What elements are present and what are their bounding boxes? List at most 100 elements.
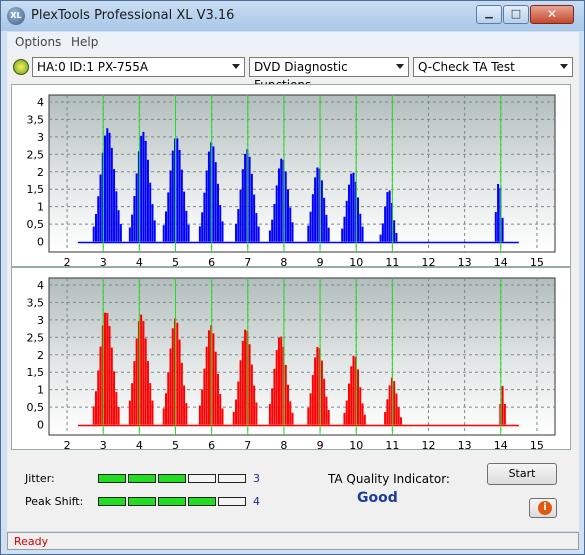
histogram-bar xyxy=(248,156,251,242)
y-tick-label: 3 xyxy=(37,314,44,327)
histogram-bar xyxy=(221,408,224,425)
menu-bar: Options Help xyxy=(7,32,579,53)
histogram-bar xyxy=(384,411,387,425)
histogram-bar xyxy=(169,348,172,425)
histogram-bar xyxy=(501,386,504,425)
histogram-bar xyxy=(388,190,391,242)
histogram-bar xyxy=(316,167,319,242)
histogram-bar xyxy=(153,220,156,242)
histogram-bar xyxy=(169,170,172,242)
x-tick-label: 13 xyxy=(458,256,472,266)
histogram-bar xyxy=(357,197,360,242)
histogram-bar xyxy=(135,173,138,242)
histogram-bar xyxy=(311,374,314,425)
histogram-bar xyxy=(185,210,188,242)
client-area: HA:0 ID:1 PX-755A DVD Diagnostic Functio… xyxy=(7,53,579,531)
histogram-bar xyxy=(104,312,107,425)
histogram-bar xyxy=(361,226,364,242)
histogram-bar xyxy=(320,360,323,425)
info-button[interactable]: i xyxy=(529,498,557,518)
status-bar: Ready xyxy=(7,532,579,550)
histogram-bar xyxy=(250,173,253,242)
histogram-bar xyxy=(214,162,217,242)
histogram-bar xyxy=(241,340,244,425)
histogram-bar xyxy=(97,370,100,425)
disc-icon xyxy=(13,59,29,75)
histogram-bar xyxy=(104,135,107,242)
plot-area xyxy=(48,277,556,436)
histogram-bar xyxy=(180,362,183,425)
histogram-bar xyxy=(232,411,235,425)
x-tick-label: 3 xyxy=(100,256,107,266)
y-tick-label: 2 xyxy=(37,166,44,179)
histogram-bar xyxy=(94,391,97,425)
x-tick-label: 12 xyxy=(422,439,436,449)
close-button[interactable]: ✕ xyxy=(530,5,574,24)
land-chart-panel: 0 0,5 1 1,5 2 2,5 3 3,5 4 2 3 4 5 6 7 8 9 10 11 12 13 14 15 xyxy=(11,84,571,267)
function-select[interactable]: DVD Diagnostic Functions xyxy=(249,57,409,92)
histogram-bar xyxy=(379,234,382,242)
histogram-bar xyxy=(501,217,504,242)
x-tick-label: 8 xyxy=(280,439,287,449)
histogram-bar xyxy=(244,329,247,425)
y-tick-label: 3,5 xyxy=(27,113,45,126)
histogram-bar xyxy=(239,189,242,242)
y-tick-label: 0,5 xyxy=(27,401,45,414)
histogram-bar xyxy=(277,168,280,242)
histogram-bar xyxy=(203,368,206,425)
histogram-bar xyxy=(128,400,131,425)
x-tick-label: 3 xyxy=(100,439,107,449)
histogram-bar xyxy=(140,135,143,242)
test-select[interactable]: Q-Check TA Test xyxy=(413,57,573,77)
drive-select[interactable]: HA:0 ID:1 PX-755A xyxy=(32,57,245,77)
meter-segment xyxy=(128,474,156,483)
histogram-bar xyxy=(494,211,497,242)
x-tick-label: 6 xyxy=(208,256,215,266)
x-tick-label: 14 xyxy=(494,439,508,449)
histogram-bar xyxy=(289,401,292,425)
histogram-bar xyxy=(133,196,136,242)
maximize-button[interactable]: □ xyxy=(503,5,529,24)
histogram-bar xyxy=(142,321,145,425)
menu-options[interactable]: Options xyxy=(15,35,62,49)
histogram-bar xyxy=(115,191,118,242)
histogram-bar xyxy=(325,396,328,425)
histogram-bar xyxy=(253,194,256,242)
histogram-bar xyxy=(216,183,219,242)
histogram-bar xyxy=(309,393,312,425)
histogram-bar xyxy=(110,147,113,242)
histogram-bar xyxy=(216,373,219,425)
x-tick-label: 8 xyxy=(280,256,287,266)
x-tick-label: 12 xyxy=(422,256,436,266)
histogram-bar xyxy=(345,200,348,242)
start-button[interactable]: Start xyxy=(487,463,557,485)
x-tick-label: 9 xyxy=(317,439,324,449)
histogram-bar xyxy=(386,192,389,242)
y-tick-label: 4 xyxy=(37,96,44,109)
plot-area xyxy=(48,94,556,253)
window-title: PlexTools Professional XL V3.16 xyxy=(31,8,235,23)
histogram-bar xyxy=(214,351,217,425)
histogram-bar xyxy=(167,372,170,425)
histogram-bar xyxy=(165,393,168,425)
x-tick-label: 13 xyxy=(458,439,472,449)
minimize-button[interactable]: ▁ xyxy=(476,5,502,24)
histogram-bar xyxy=(343,412,346,425)
histogram-bar xyxy=(347,383,350,425)
menu-help[interactable]: Help xyxy=(71,35,99,49)
histogram-bar xyxy=(289,207,292,242)
histogram-bar xyxy=(381,223,384,242)
histogram-bar xyxy=(140,314,143,425)
meter-segment xyxy=(158,497,186,506)
histogram-bar xyxy=(314,177,317,242)
histogram-bar xyxy=(359,387,362,425)
x-tick-label: 5 xyxy=(172,439,179,449)
histogram-bar xyxy=(106,128,109,242)
histogram-bar xyxy=(347,184,350,242)
histogram-bar xyxy=(271,219,274,242)
x-tick-label: 4 xyxy=(136,439,143,449)
test-select-value: Q-Check TA Test xyxy=(418,60,515,74)
histogram-bar xyxy=(280,336,283,425)
chevron-down-icon xyxy=(396,64,404,69)
histogram-bar xyxy=(219,393,222,425)
